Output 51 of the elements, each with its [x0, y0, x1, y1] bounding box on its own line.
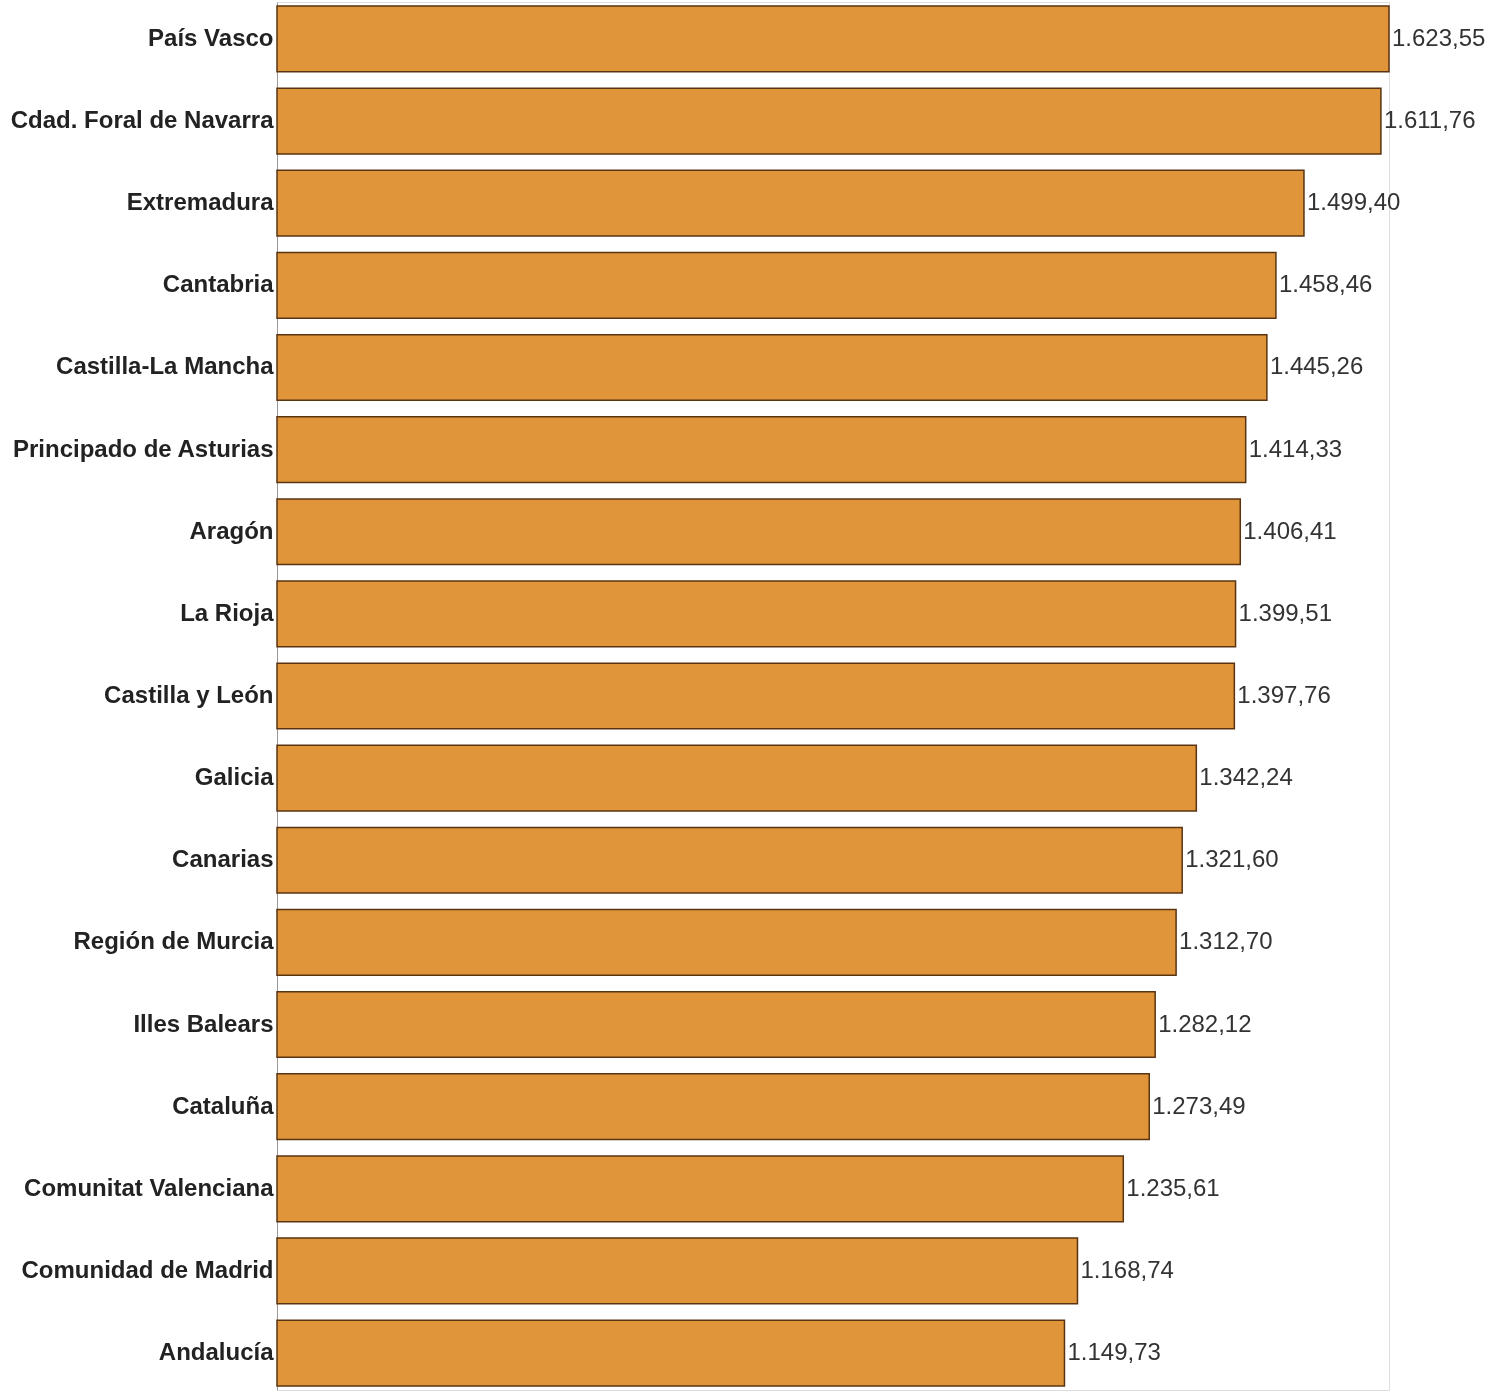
y-tick-label: Illes Balears [133, 1009, 274, 1037]
bar [276, 333, 1268, 402]
bar [276, 169, 1305, 237]
y-tick-label: Extremadura [126, 188, 275, 216]
bar [276, 1155, 1125, 1223]
data-label: 1.342,24 [1199, 763, 1293, 791]
data-label: 1.273,49 [1152, 1091, 1246, 1119]
bar [276, 87, 1382, 155]
data-label: 1.321,60 [1185, 845, 1279, 873]
bar [276, 990, 1156, 1059]
y-tick-label: Castilla-La Mancha [56, 352, 275, 380]
bar [276, 580, 1237, 648]
data-label: 1.406,41 [1243, 516, 1337, 544]
bar [276, 744, 1198, 812]
bar [276, 1073, 1150, 1141]
data-label: 1.623,55 [1392, 23, 1486, 51]
y-tick-label: La Rioja [180, 598, 275, 626]
data-label: 1.414,33 [1248, 434, 1343, 462]
y-tick-label: Principado de Asturias [12, 434, 274, 462]
data-label: 1.458,46 [1278, 270, 1373, 298]
bar [276, 1237, 1079, 1305]
data-label: 1.399,51 [1238, 598, 1332, 626]
bar [276, 498, 1242, 566]
bar [276, 5, 1390, 73]
bar [276, 416, 1247, 484]
y-tick-label: Canarias [172, 845, 274, 873]
y-tick-label: Andalucía [158, 1338, 275, 1366]
data-label: 1.397,76 [1237, 681, 1331, 708]
data-label: 1.312,70 [1179, 927, 1273, 955]
bar [276, 908, 1177, 976]
y-tick-label: Galicia [194, 763, 275, 791]
data-label: 1.149,73 [1067, 1338, 1161, 1366]
y-tick-label: Aragón [189, 516, 274, 544]
bar [276, 251, 1277, 319]
y-tick-label: Comunidad de Madrid [21, 1255, 274, 1283]
data-label: 1.282,12 [1158, 1009, 1252, 1037]
data-label: 1.168,74 [1080, 1255, 1174, 1283]
y-tick-label: Comunitat Valenciana [24, 1173, 275, 1201]
y-tick-label: Cantabria [162, 270, 275, 298]
y-tick-label: Cataluña [172, 1091, 275, 1119]
y-tick-label: País Vasco [148, 23, 274, 51]
y-tick-label: Castilla y León [104, 681, 274, 708]
bar [276, 1319, 1066, 1387]
y-tick-label: Región de Murcia [73, 927, 275, 955]
data-label: 1.611,76 [1383, 106, 1476, 134]
data-label: 1.445,26 [1269, 352, 1364, 380]
bar [276, 826, 1183, 894]
data-label: 1.235,61 [1126, 1173, 1220, 1201]
y-tick-label: Cdad. Foral de Navarra [10, 106, 275, 134]
data-label: 1.499,40 [1306, 188, 1401, 216]
bar [276, 662, 1236, 730]
